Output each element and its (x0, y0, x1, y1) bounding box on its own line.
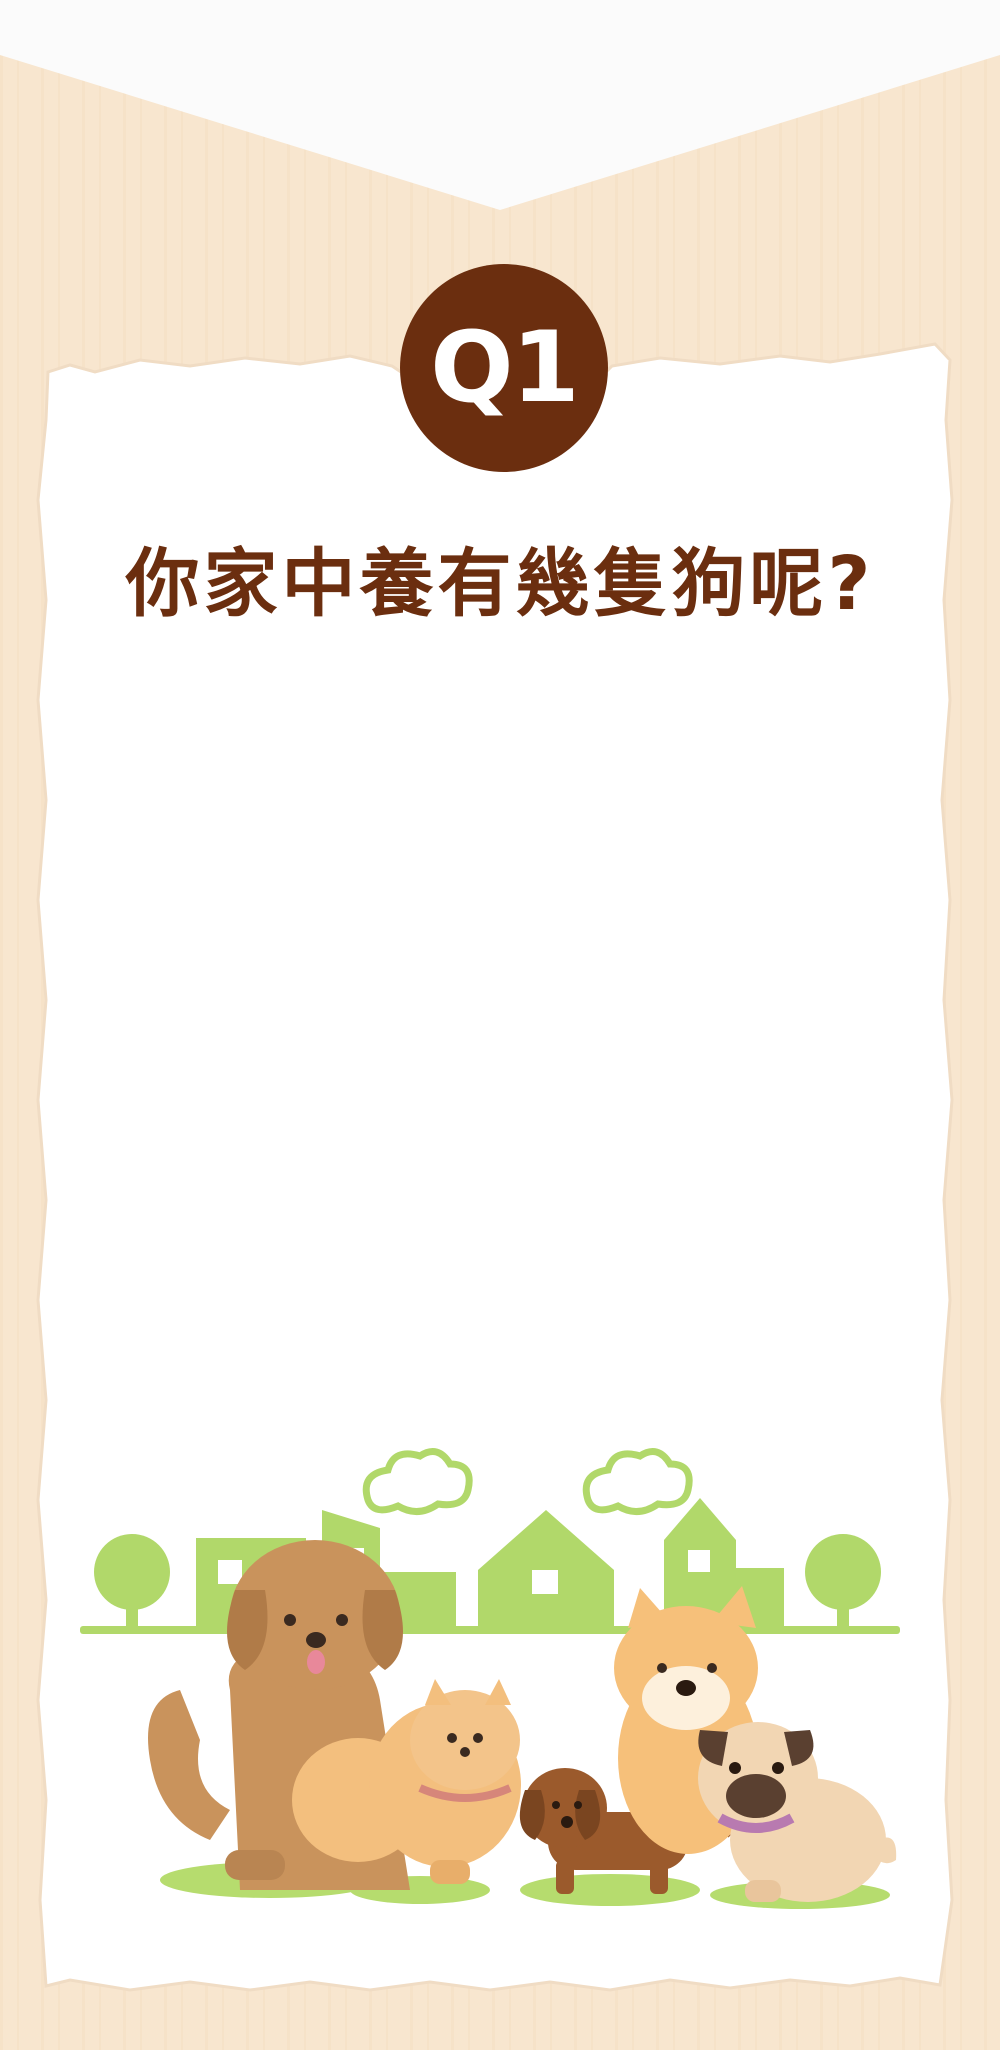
house-icon (478, 1510, 614, 1630)
tree-icon (805, 1534, 881, 1630)
tree-icon (94, 1534, 170, 1630)
question-number-badge: Q1 (400, 264, 608, 472)
cloud-icon (582, 1448, 693, 1515)
cloud-icon (362, 1448, 473, 1515)
top-banner (0, 0, 1000, 210)
question-title: 你家中養有幾隻狗呢? (125, 541, 875, 627)
pug-dog (698, 1722, 897, 1902)
town-background (80, 1448, 900, 1634)
pomeranian-dog (292, 1679, 521, 1884)
